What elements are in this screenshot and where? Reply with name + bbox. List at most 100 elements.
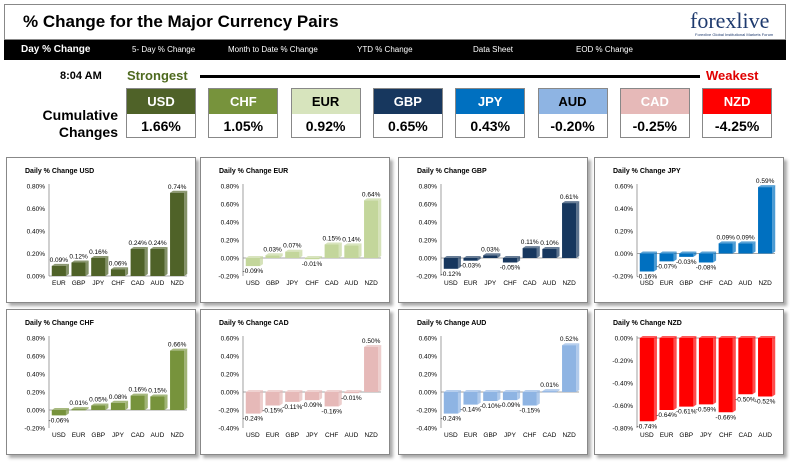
y-tick-label: 0.00%: [419, 390, 438, 397]
data-label: 0.01%: [69, 400, 88, 407]
data-label: -0.59%: [696, 406, 717, 413]
data-label: 0.01%: [540, 382, 559, 389]
y-tick-label: 0.20%: [27, 251, 46, 258]
category-label: AUD: [345, 280, 359, 287]
bar-top: [285, 390, 303, 392]
y-tick-label: 0.20%: [27, 390, 46, 397]
cumulative-changes-label: Cumulative Changes: [40, 107, 118, 141]
bar-side: [65, 408, 69, 416]
currency-cell-jpy: JPY 0.43%: [455, 88, 526, 138]
bar-side: [713, 336, 717, 405]
bar-usd: [443, 392, 458, 414]
forexlive-logo[interactable]: forexlive: [690, 8, 770, 33]
tab-day-change[interactable]: Day % Change: [21, 44, 91, 55]
chart-aud: -0.40% -0.20% 0.00% 0.20% 0.40% 0.60% -0.24% US…: [416, 336, 580, 439]
bar-nzd: [364, 200, 379, 258]
bar-top: [324, 390, 342, 392]
data-label: 0.16%: [89, 249, 108, 256]
bar-side: [125, 400, 129, 410]
bar-side: [358, 243, 362, 258]
data-label: 0.07%: [283, 243, 302, 250]
cumulative-value: -4.25%: [714, 118, 760, 134]
data-label: 0.09%: [716, 234, 735, 241]
currency-cell-chf: CHF 1.05%: [208, 88, 279, 138]
bar-side: [556, 389, 560, 393]
chart-panel-aud: Daily % Change AUD -0.40% -0.20% 0.00% 0.20…: [398, 309, 588, 455]
bar-top: [71, 407, 89, 410]
bar-top: [758, 185, 776, 188]
data-label: -0.61%: [676, 409, 697, 416]
category-label: NZD: [170, 280, 184, 287]
bar-aud: [542, 249, 557, 258]
category-label: GBP: [679, 432, 693, 439]
tab-eod-change[interactable]: EOD % Change: [576, 45, 633, 54]
bar-top: [150, 247, 168, 249]
y-tick-label: 0.00%: [27, 274, 46, 281]
category-label: CHF: [699, 280, 712, 287]
bar-top: [718, 336, 736, 338]
y-tick-label: 0.20%: [221, 238, 240, 245]
category-label: NZD: [562, 432, 576, 439]
bar-gbp: [265, 255, 280, 258]
bar-top: [542, 247, 560, 249]
bar-usd: [245, 258, 260, 267]
category-label: CHF: [523, 432, 536, 439]
bar-eur: [659, 253, 674, 262]
bar-cad: [738, 338, 753, 395]
tab-month-to-date[interactable]: Month to Date % Change: [228, 45, 318, 54]
category-label: USD: [444, 432, 458, 439]
tab-5day-change[interactable]: 5- Day % Change: [132, 45, 196, 54]
logo-tagline: Forexlive Global Institutional Markets F…: [695, 32, 774, 37]
y-tick-label: 0.20%: [419, 372, 438, 379]
bar-side: [378, 345, 382, 392]
bar-jpy: [285, 251, 300, 258]
data-label: 0.24%: [128, 240, 147, 247]
bar-side: [65, 263, 69, 276]
category-label: JPY: [700, 432, 713, 439]
y-tick-label: -0.20%: [24, 426, 45, 433]
bar-top: [639, 251, 657, 254]
bar-top: [324, 242, 342, 245]
bar-side: [338, 242, 342, 258]
bar-gbp: [679, 253, 694, 257]
chart-panel-nzd: Daily % Change NZD -0.80% -0.60% -0.40% -0.…: [594, 309, 784, 455]
bar-side: [477, 256, 481, 261]
bar-top: [738, 241, 756, 244]
y-tick-label: 0.40%: [27, 229, 46, 236]
category-label: NZD: [364, 280, 378, 287]
category-label: CHF: [325, 432, 338, 439]
bar-jpy: [304, 392, 320, 401]
bar-top: [265, 390, 283, 392]
bar-top: [542, 389, 560, 392]
bar-usd: [639, 338, 654, 422]
bar-side: [732, 336, 736, 413]
bar-side: [105, 403, 109, 410]
data-label: -0.09%: [302, 402, 323, 409]
category-label: EUR: [266, 432, 280, 439]
bar-side: [576, 343, 580, 392]
bar-cad: [718, 243, 733, 254]
category-label: JPY: [504, 432, 517, 439]
bar-aud: [150, 396, 165, 410]
data-label: 0.12%: [69, 254, 88, 261]
y-tick-label: -0.20%: [218, 274, 239, 281]
currency-code: JPY: [456, 89, 525, 114]
bar-side: [576, 201, 580, 258]
category-label: EUR: [464, 280, 478, 287]
tab-data-sheet[interactable]: Data Sheet: [473, 45, 514, 54]
bar-top: [443, 390, 461, 392]
data-label: -0.16%: [637, 274, 658, 281]
data-label: -0.24%: [243, 416, 264, 423]
tab-ytd-change[interactable]: YTD % Change: [357, 45, 413, 54]
data-label: -0.03%: [460, 263, 481, 270]
category-label: AUD: [151, 280, 165, 287]
bar-side: [338, 390, 342, 407]
bar-eur: [265, 392, 280, 406]
currency-cell-eur: EUR 0.92%: [290, 88, 361, 138]
bar-side: [279, 390, 283, 406]
currency-code: EUR: [291, 89, 360, 114]
category-label: USD: [246, 432, 260, 439]
bar-top: [285, 249, 303, 252]
data-label: -0.09%: [500, 402, 521, 409]
chart-title: Daily % Change CHF: [25, 320, 94, 327]
